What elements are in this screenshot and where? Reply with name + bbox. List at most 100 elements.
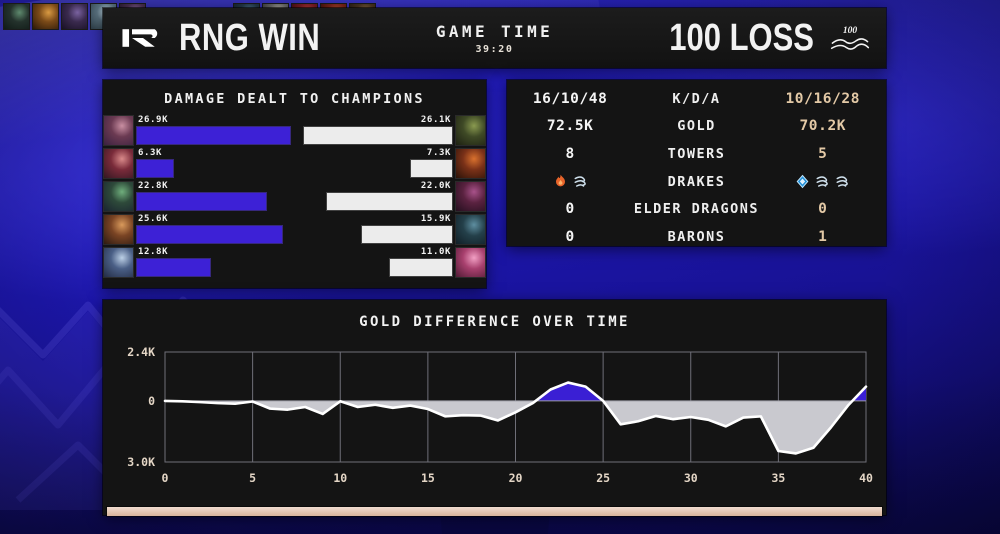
champion-portrait-left[interactable] xyxy=(103,181,134,212)
chart-xtick-label: 30 xyxy=(684,471,698,485)
chart-xtick-label: 0 xyxy=(162,471,169,485)
damage-value-left: 6.3K xyxy=(138,148,163,158)
chart-series-line xyxy=(163,381,868,455)
damage-row: 25.6K 15.9K xyxy=(103,214,486,247)
hundred-thieves-logo-icon: 100 xyxy=(830,26,870,50)
scoreboard-header: RNG WIN GAME TIME 39:20 100 LOSS 100 xyxy=(103,8,886,68)
stat-label: GOLD xyxy=(677,118,716,135)
damage-row: 12.8K 11.0K xyxy=(103,247,486,280)
damage-value-right: 26.1K xyxy=(420,115,451,125)
champion-portrait-red-4 xyxy=(456,215,485,244)
champion-portrait-blue-2 xyxy=(104,149,133,178)
champion-portrait-blue-3 xyxy=(104,182,133,211)
stat-value-right: 0 xyxy=(818,201,828,218)
stat-value-left: 72.5K xyxy=(546,118,594,135)
chart-ytick-label: 3.0K xyxy=(127,455,155,469)
right-team-block: 100 LOSS 100 xyxy=(669,16,872,59)
drake-icon-infernal xyxy=(555,174,565,187)
stat-value-left: 0 xyxy=(565,228,575,245)
stat-row: 0 BARONS 1 xyxy=(507,223,886,251)
champion-portrait-left[interactable] xyxy=(103,148,134,179)
drake-icon-hextech xyxy=(796,174,809,189)
champion-portrait-red-1 xyxy=(456,116,485,145)
champion-portrait-right[interactable] xyxy=(455,214,486,245)
stat-value-right: 10/16/28 xyxy=(785,90,861,107)
champion-portrait-red-3 xyxy=(456,182,485,211)
damage-bar-left xyxy=(137,193,267,210)
damage-value-left: 12.8K xyxy=(138,247,169,257)
stat-label: TOWERS xyxy=(667,145,726,162)
gold-difference-chart: 2.4K 0 3.0K 0 5 10 15 20 25 30 35 40 xyxy=(127,345,873,485)
damage-bar-right xyxy=(304,127,452,144)
drakes-right xyxy=(760,174,886,189)
stat-label: BARONS xyxy=(667,228,726,245)
stat-value-left: 0 xyxy=(565,201,575,218)
chart-xtick-label: 20 xyxy=(509,471,523,485)
damage-rows: 26.9K 26.1K 6.3K 7.3K 22.8K 22.0K 25.6K 15.9K 12… xyxy=(103,115,486,280)
chart-xtick-label: 40 xyxy=(859,471,873,485)
right-team-result: 100 LOSS xyxy=(669,16,814,59)
ban-portrait-blue-3 xyxy=(62,3,87,29)
stat-row: 0 ELDER DRAGONS 0 xyxy=(507,195,886,223)
stat-value-right: 70.2K xyxy=(799,118,847,135)
drake-icon-cloud xyxy=(816,176,829,187)
chart-xtick-label: 35 xyxy=(771,471,785,485)
stat-row: 16/10/48 K/D/A 10/16/28 xyxy=(507,85,886,113)
stat-row: DRAKES xyxy=(507,168,886,196)
champion-portrait-blue-4 xyxy=(104,215,133,244)
team-stats-panel: 16/10/48 K/D/A 10/16/28 72.5K GOLD 70.2K 8 TOWE… xyxy=(507,80,886,246)
drake-icon-cloud xyxy=(836,176,849,187)
damage-bars: 6.3K 7.3K xyxy=(134,148,455,179)
ban-portrait[interactable] xyxy=(61,2,88,30)
chart-ytick-label: 2.4K xyxy=(127,345,155,359)
accent-bar xyxy=(107,507,882,516)
chart-ytick-label: 0 xyxy=(148,394,155,408)
ban-portrait-blue-2 xyxy=(33,3,58,29)
damage-value-right: 22.0K xyxy=(420,181,451,191)
damage-bar-left xyxy=(137,127,290,144)
champion-portrait-left[interactable] xyxy=(103,247,134,278)
stat-value-right: 5 xyxy=(818,145,828,162)
champion-portrait-right[interactable] xyxy=(455,115,486,146)
damage-bar-left xyxy=(137,160,173,177)
stat-value-right: 1 xyxy=(818,228,828,245)
damage-panel-title: DAMAGE DEALT TO CHAMPIONS xyxy=(164,91,425,107)
svg-text:100: 100 xyxy=(843,26,858,36)
champion-portrait-right[interactable] xyxy=(455,181,486,212)
ban-portrait-blue-1 xyxy=(4,3,29,29)
damage-row: 6.3K 7.3K xyxy=(103,148,486,181)
rng-logo-icon xyxy=(122,29,158,47)
chart-area-negative xyxy=(165,400,866,454)
stat-row: 72.5K GOLD 70.2K xyxy=(507,113,886,141)
damage-bar-right xyxy=(389,259,452,276)
damage-bars: 12.8K 11.0K xyxy=(134,247,455,278)
damage-bar-left xyxy=(137,259,210,276)
ban-portrait[interactable] xyxy=(3,2,30,30)
damage-value-left: 25.6K xyxy=(138,214,169,224)
champion-portrait-blue-1 xyxy=(104,116,133,145)
damage-value-left: 22.8K xyxy=(138,181,169,191)
stat-label: ELDER DRAGONS xyxy=(633,201,760,218)
damage-value-right: 11.0K xyxy=(420,247,451,257)
gold-difference-panel: GOLD DIFFERENCE OVER TIME 2.4K 0 3.0K 0 5 10 1… xyxy=(103,300,886,515)
stat-label: K/D/A xyxy=(672,90,721,107)
damage-bars: 25.6K 15.9K xyxy=(134,214,455,245)
left-team-result: RNG WIN xyxy=(179,16,321,59)
champion-portrait-right[interactable] xyxy=(455,247,486,278)
champion-portrait-left[interactable] xyxy=(103,115,134,146)
gold-chart-plot: 2.4K 0 3.0K 0 5 10 15 20 25 30 35 40 xyxy=(103,344,886,494)
damage-bar-right xyxy=(327,193,452,210)
drake-icon-cloud xyxy=(574,176,586,187)
champion-portrait-right[interactable] xyxy=(455,148,486,179)
chart-area-positive xyxy=(535,382,866,401)
stat-row: 8 TOWERS 5 xyxy=(507,140,886,168)
damage-bar-right xyxy=(361,226,452,243)
chart-xtick-label: 25 xyxy=(596,471,610,485)
ban-portrait[interactable] xyxy=(32,2,59,30)
damage-bar-left xyxy=(137,226,283,243)
champion-portrait-red-5 xyxy=(456,248,485,277)
champion-portrait-left[interactable] xyxy=(103,214,134,245)
damage-bars: 22.8K 22.0K xyxy=(134,181,455,212)
damage-row: 22.8K 22.0K xyxy=(103,181,486,214)
damage-dealt-panel: DAMAGE DEALT TO CHAMPIONS 26.9K 26.1K 6.3K… xyxy=(103,80,486,288)
